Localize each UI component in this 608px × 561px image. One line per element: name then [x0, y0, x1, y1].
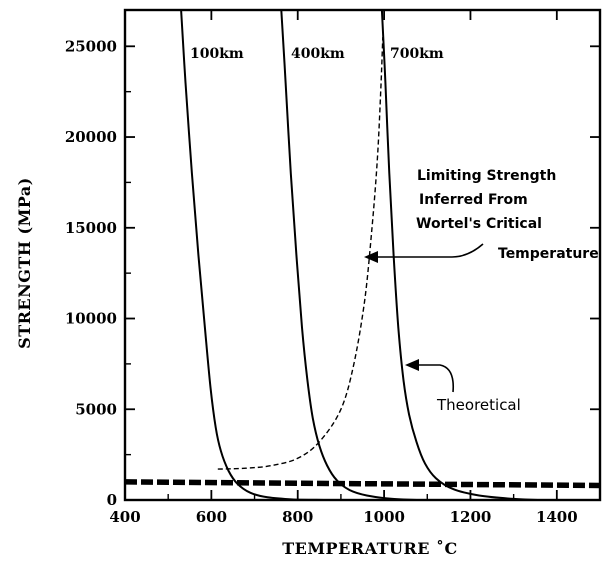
- annotation-line-2: Inferred From: [419, 192, 528, 208]
- x-axis-title: TEMPERATURE ˚C: [282, 538, 458, 558]
- plot-frame: [123, 8, 602, 502]
- y-axis-title: STRENGTH (MPa): [15, 177, 34, 349]
- theoretical-label: Theoretical: [436, 396, 521, 414]
- y-tick-label-15000: 15000: [65, 219, 117, 237]
- x-tick-label-800: 800: [282, 508, 313, 526]
- series-line-limiting-strength: [217, 37, 384, 470]
- x-tick-label-1200: 1200: [450, 508, 492, 526]
- series-line-wortel-threshold: [124, 479, 601, 489]
- annotation-line-1: Limiting Strength: [417, 168, 556, 184]
- limiting-strength-annotation: Limiting Strength Inferred From Wortel's…: [364, 168, 599, 263]
- curve-label-700km: 700km: [390, 46, 444, 62]
- axes: [123, 8, 602, 502]
- x-tick-label-1000: 1000: [363, 508, 405, 526]
- series-line-400km: [280, 9, 419, 501]
- curve-label-100km: 100km: [190, 46, 244, 62]
- y-tick-label-20000: 20000: [65, 128, 117, 146]
- ticks: 400 600 800 1000 1200 1400 0 5000 10000 15000 2000…: [65, 10, 600, 526]
- limiting-arrow-line: [372, 243, 484, 258]
- series-line-700km: [380, 9, 540, 501]
- theoretical-arrow-head: [405, 359, 419, 371]
- annotation-line-3: Wortel's Critical: [416, 216, 542, 232]
- theoretical-arrow-line: [415, 364, 455, 393]
- curve-label-400km: 400km: [291, 46, 345, 62]
- limiting-arrow-head: [364, 251, 378, 263]
- x-tick-label-400: 400: [109, 508, 140, 526]
- theoretical-annotation: Theoretical: [405, 359, 521, 414]
- y-tick-label-0: 0: [107, 491, 117, 509]
- series-group: [124, 9, 601, 501]
- x-tick-label-1400: 1400: [536, 508, 578, 526]
- y-tick-label-10000: 10000: [65, 310, 117, 328]
- x-tick-label-600: 600: [196, 508, 227, 526]
- annotation-line-4: Temperature: [498, 246, 599, 262]
- y-tick-label-5000: 5000: [75, 400, 117, 418]
- series-line-100km: [180, 9, 324, 501]
- y-tick-label-25000: 25000: [65, 37, 117, 55]
